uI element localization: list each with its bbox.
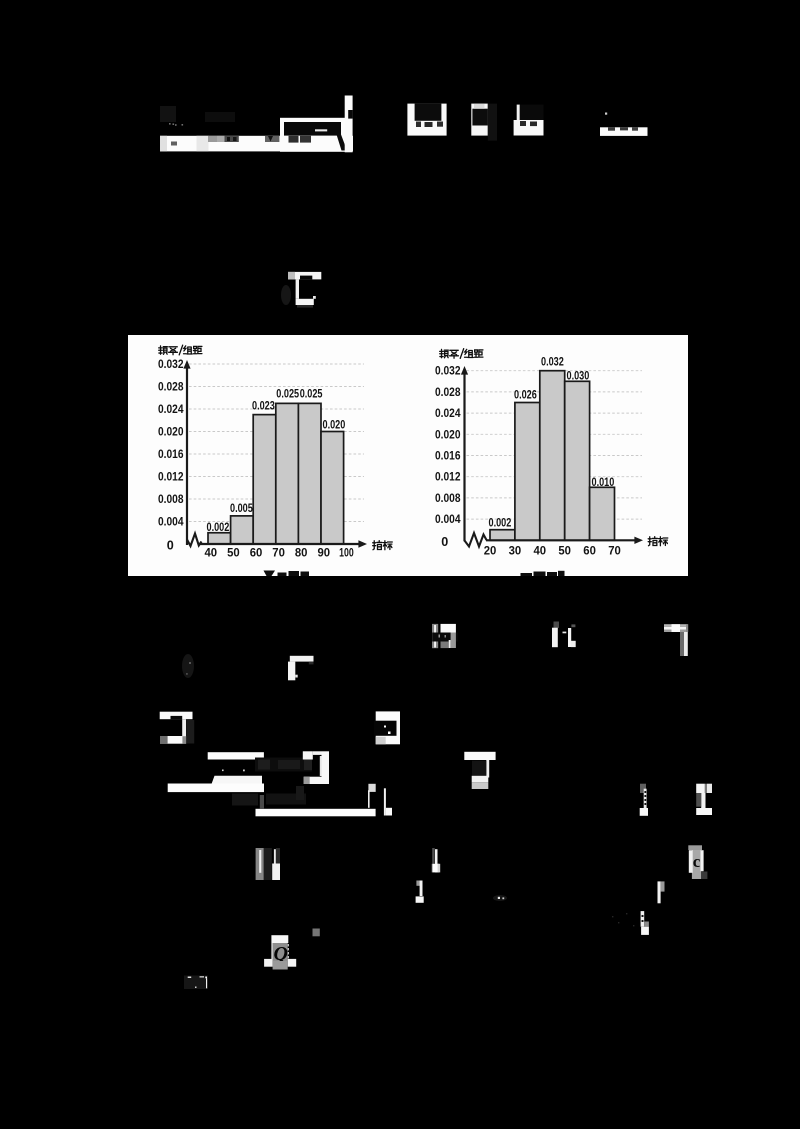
svg-text:0.020: 0.020 [435,427,461,441]
svg-text:100: 100 [339,546,354,560]
svg-text:40: 40 [534,543,547,557]
svg-text:0.028: 0.028 [158,380,184,394]
svg-text:0.012: 0.012 [158,470,184,484]
svg-text:0.032: 0.032 [541,354,564,368]
svg-text:40: 40 [205,546,218,560]
svg-text:30: 30 [509,543,522,557]
svg-text:0.008: 0.008 [158,492,184,506]
svg-text:0.032: 0.032 [435,364,461,378]
svg-text:50: 50 [558,543,571,557]
svg-text:0.024: 0.024 [158,402,184,416]
svg-text:0.002: 0.002 [207,520,230,534]
svg-text:70: 70 [608,543,621,557]
svg-text:0.026: 0.026 [514,387,537,401]
svg-text:0.025: 0.025 [300,387,323,401]
svg-text:0.010: 0.010 [592,475,615,489]
svg-text:0.016: 0.016 [158,447,184,461]
svg-text:80: 80 [295,546,308,560]
svg-text:20: 20 [484,543,497,557]
svg-text:0.005: 0.005 [230,501,253,515]
svg-text:0.023: 0.023 [252,399,275,413]
svg-text:60: 60 [250,546,263,560]
svg-text:70: 70 [272,546,285,560]
svg-text:0.028: 0.028 [435,385,461,399]
svg-text:0.004: 0.004 [158,515,184,529]
svg-text:c: c [693,852,701,871]
svg-text:0.020: 0.020 [158,425,184,439]
svg-text:90: 90 [318,546,331,560]
svg-text:0.032: 0.032 [158,357,184,371]
svg-text:0.030: 0.030 [567,368,590,382]
svg-text:0: 0 [167,539,174,553]
svg-text:0.024: 0.024 [435,406,461,420]
svg-text:50: 50 [227,546,240,560]
svg-text:0.020: 0.020 [323,417,346,431]
svg-text:0.025: 0.025 [276,387,299,401]
svg-text:0.002: 0.002 [489,515,512,529]
svg-text:0.016: 0.016 [435,449,461,463]
svg-text:Q: Q [274,943,288,965]
svg-text:60: 60 [583,543,596,557]
svg-text:0: 0 [441,535,448,549]
svg-text:0.004: 0.004 [435,512,461,526]
svg-text:0.008: 0.008 [435,491,461,505]
svg-text:0.012: 0.012 [435,470,461,484]
